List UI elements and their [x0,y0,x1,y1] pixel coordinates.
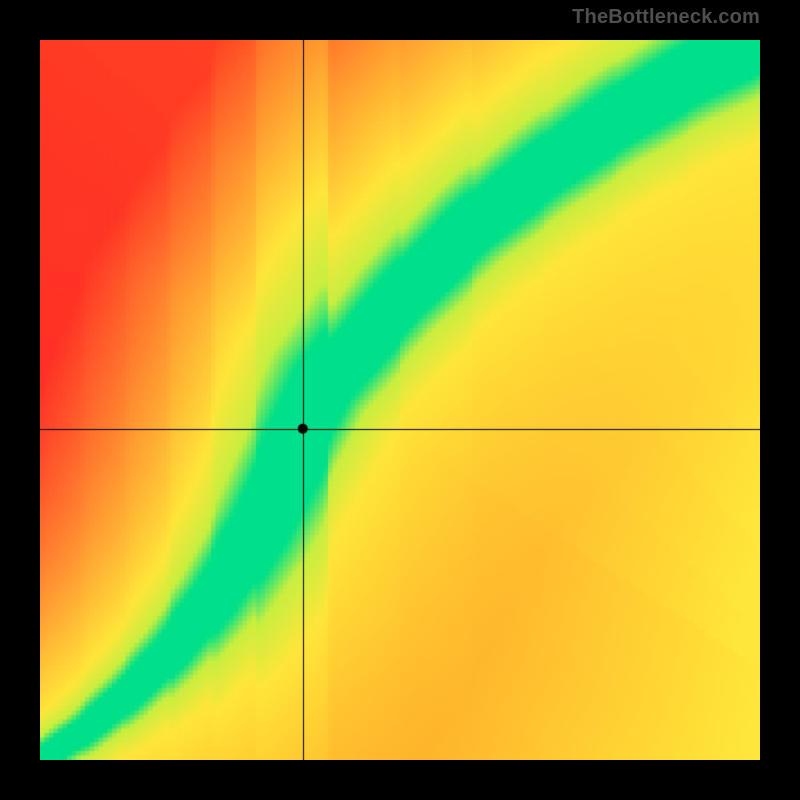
watermark-text: TheBottleneck.com [572,6,760,29]
chart-frame: { "watermark": { "text": "TheBottleneck.… [0,0,800,800]
bottleneck-heatmap-canvas [40,40,760,760]
